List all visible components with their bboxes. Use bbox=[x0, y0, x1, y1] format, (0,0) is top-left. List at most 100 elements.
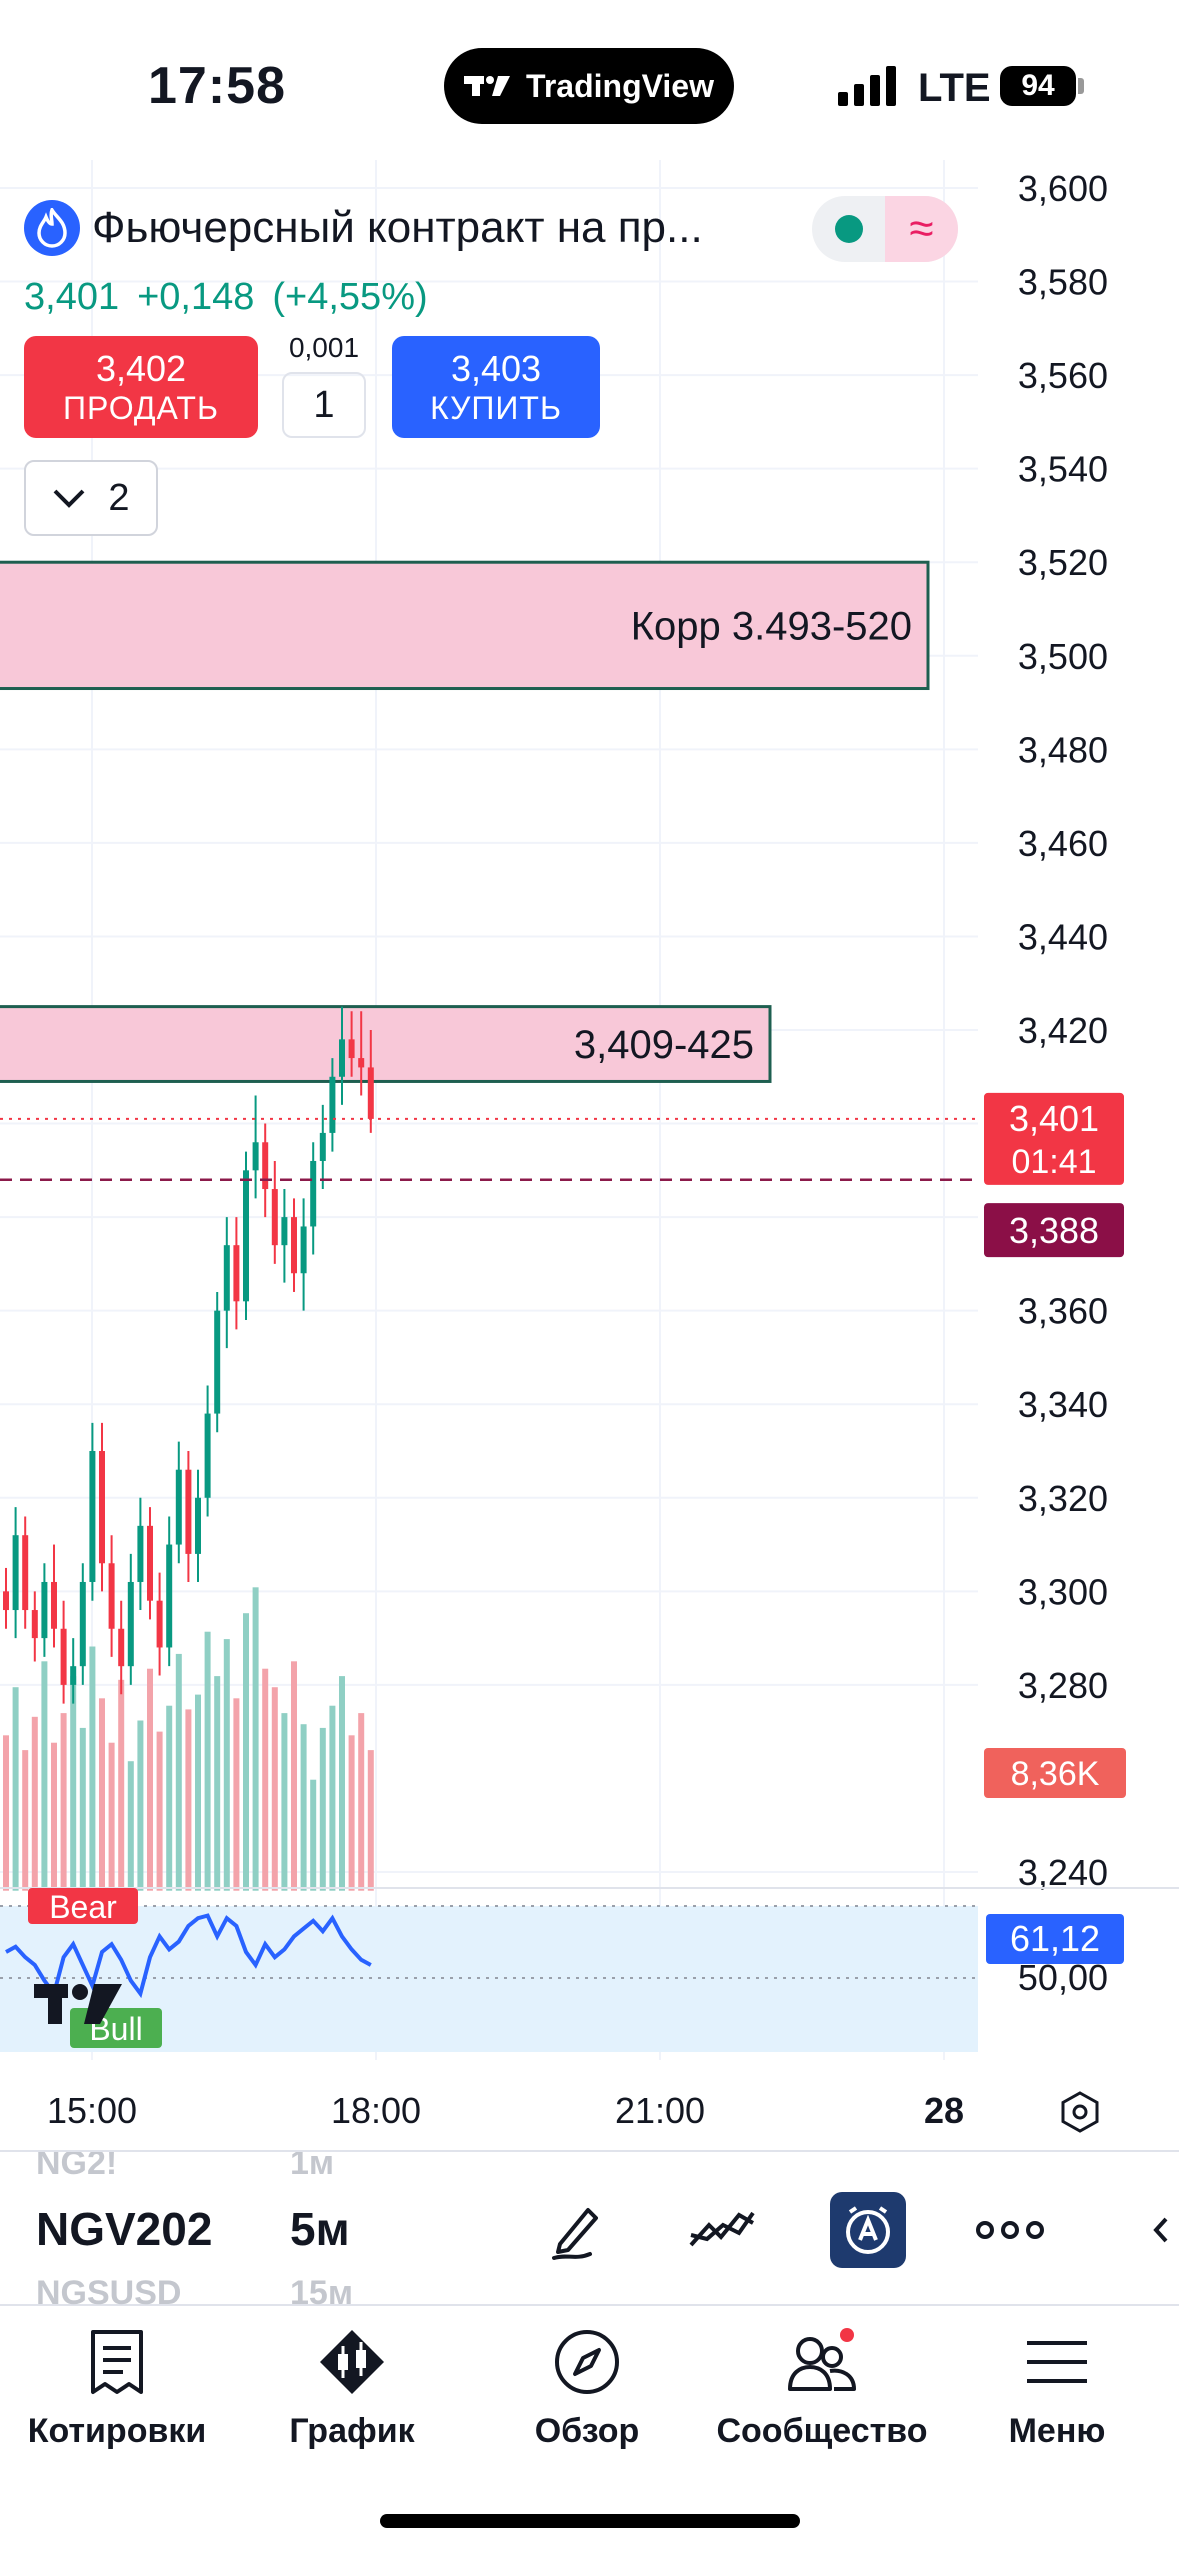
candle-body bbox=[204, 1413, 211, 1498]
buy-price: 3,403 bbox=[450, 347, 542, 389]
candle-body bbox=[195, 1497, 201, 1554]
level-badge bbox=[984, 1203, 1124, 1258]
drawing-tool-button[interactable] bbox=[540, 2192, 616, 2268]
toolbar-scroll-button[interactable] bbox=[1140, 2192, 1179, 2268]
symbol-header[interactable]: Фьючерсный контракт на пр... bbox=[24, 200, 703, 256]
candle-body bbox=[156, 1600, 163, 1648]
candle-body bbox=[291, 1217, 297, 1274]
time-axis[interactable]: 15:00 18:00 21:00 28 bbox=[0, 2076, 1179, 2146]
volume-bar bbox=[156, 1731, 163, 1891]
time-tick-label: 21:00 bbox=[614, 2090, 706, 2131]
candle-body bbox=[252, 1142, 259, 1171]
hamburger-menu-icon bbox=[1021, 2326, 1093, 2398]
volume-bar bbox=[243, 1613, 249, 1891]
nav-menu[interactable]: Меню bbox=[942, 2326, 1172, 2451]
price-summary: 3,401 +0,148 (+4,55%) bbox=[24, 276, 428, 319]
chevron-left-icon bbox=[1152, 2217, 1167, 2243]
interval-current: 5м bbox=[290, 2203, 350, 2255]
volume-bar bbox=[223, 1639, 230, 1891]
volume-bar bbox=[118, 1679, 125, 1891]
cellular-signal-icon bbox=[838, 66, 896, 106]
symbol-prev: NG2! bbox=[36, 2152, 118, 2182]
community-icon bbox=[786, 2326, 858, 2398]
oscillator-line bbox=[5, 1913, 372, 1999]
candle-body bbox=[358, 1058, 365, 1068]
price-zone-label: Корр 3.493-520 bbox=[631, 604, 912, 648]
status-bar: 17:58 TradingView LTE 94 bbox=[0, 0, 1179, 160]
candle-body bbox=[233, 1245, 240, 1302]
candle-body bbox=[223, 1245, 230, 1311]
nav-overview[interactable]: Обзор bbox=[472, 2326, 702, 2451]
price-zone-rect bbox=[0, 560, 930, 691]
volume-bar bbox=[329, 1705, 336, 1891]
tradingview-pill-label: TradingView bbox=[526, 67, 714, 104]
approx-icon[interactable]: ≈ bbox=[885, 196, 958, 262]
orders-toggle-button[interactable]: 2 bbox=[24, 460, 158, 536]
candle-body bbox=[79, 1581, 86, 1667]
market-status-indicator[interactable] bbox=[812, 196, 885, 262]
nav-chart[interactable]: График bbox=[237, 2326, 467, 2451]
price-axis-label: 3,520 bbox=[1018, 542, 1108, 583]
volume-bar bbox=[166, 1705, 173, 1891]
indicator-toggle-group[interactable]: ≈ bbox=[812, 196, 958, 262]
quantity-input[interactable]: 1 bbox=[282, 372, 366, 438]
candle-body bbox=[339, 1039, 345, 1077]
candle-body bbox=[41, 1581, 48, 1639]
volume-bar bbox=[185, 1709, 192, 1891]
nav-community[interactable]: Сообщество bbox=[707, 2326, 937, 2451]
candle-body bbox=[127, 1581, 134, 1667]
price-chart[interactable]: Корр 3.493-520 3,409-425 3,600 3,580 3,560 3,… bbox=[0, 160, 1179, 2150]
candle-body bbox=[348, 1039, 355, 1059]
bear-badge bbox=[28, 1888, 138, 1924]
price-axis-label: 3,540 bbox=[1018, 449, 1108, 490]
candle-body bbox=[185, 1469, 192, 1554]
tradingview-pill[interactable]: TradingView bbox=[444, 48, 734, 124]
nav-quotes[interactable]: Котировки bbox=[2, 2326, 232, 2451]
candle-body bbox=[70, 1666, 77, 1685]
candle-body bbox=[367, 1067, 374, 1119]
more-button[interactable] bbox=[972, 2192, 1048, 2268]
volume-bar bbox=[348, 1735, 355, 1891]
price-axis-label: 3,500 bbox=[1018, 636, 1108, 677]
alert-clock-icon bbox=[846, 2206, 890, 2254]
price-axis-label: 3,420 bbox=[1018, 1010, 1108, 1051]
price-axis-label: 3,320 bbox=[1018, 1478, 1108, 1519]
volume-bar bbox=[204, 1631, 211, 1891]
price-axis-label: 3,300 bbox=[1018, 1571, 1108, 1612]
volume-bar bbox=[108, 1742, 115, 1891]
buy-button[interactable]: 3,403 КУПИТЬ bbox=[392, 336, 600, 438]
tradingview-logo-icon bbox=[464, 76, 511, 96]
volume-bar bbox=[214, 1676, 221, 1891]
volume-badge-value: 8,36K bbox=[1011, 1755, 1100, 1793]
price-change: +0,148 bbox=[137, 276, 255, 318]
sell-button[interactable]: 3,402 ПРОДАТЬ bbox=[24, 336, 258, 438]
volume-bar bbox=[233, 1698, 240, 1891]
chart-settings-icon[interactable] bbox=[1058, 2090, 1102, 2134]
buy-label: КУПИТЬ bbox=[430, 389, 562, 426]
price-axis-label: 3,280 bbox=[1018, 1665, 1108, 1706]
candle-body bbox=[271, 1189, 278, 1246]
volume-bar bbox=[127, 1761, 134, 1891]
orders-count: 2 bbox=[108, 476, 130, 519]
volume-bar bbox=[339, 1676, 345, 1891]
alerts-button[interactable] bbox=[830, 2192, 906, 2268]
candle-body bbox=[108, 1563, 115, 1629]
indicators-button[interactable] bbox=[684, 2192, 760, 2268]
last-price-badge bbox=[984, 1092, 1124, 1185]
time-tick-label: 15:00 bbox=[46, 2090, 138, 2131]
volume-bar bbox=[300, 1724, 307, 1891]
price-axis-label: 3,460 bbox=[1018, 823, 1108, 864]
candle-body bbox=[3, 1591, 9, 1611]
volume-bar bbox=[252, 1587, 259, 1891]
interval-picker[interactable]: 1м 5м 15м bbox=[290, 2152, 390, 2308]
volume-bar bbox=[319, 1727, 326, 1891]
volume-bar bbox=[137, 1720, 144, 1891]
price-axis-label: 3,600 bbox=[1018, 168, 1108, 209]
volume-bar bbox=[147, 1668, 153, 1891]
price-zone-label: 3,409-425 bbox=[574, 1023, 754, 1067]
symbol-picker[interactable]: NG2! NGV202 NGSUSD bbox=[36, 2152, 246, 2308]
volume-bar bbox=[281, 1713, 288, 1891]
symbol-current: NGV202 bbox=[36, 2203, 213, 2255]
time-tick-label: 18:00 bbox=[330, 2090, 422, 2131]
symbol-title[interactable]: Фьючерсный контракт на пр... bbox=[92, 203, 703, 252]
